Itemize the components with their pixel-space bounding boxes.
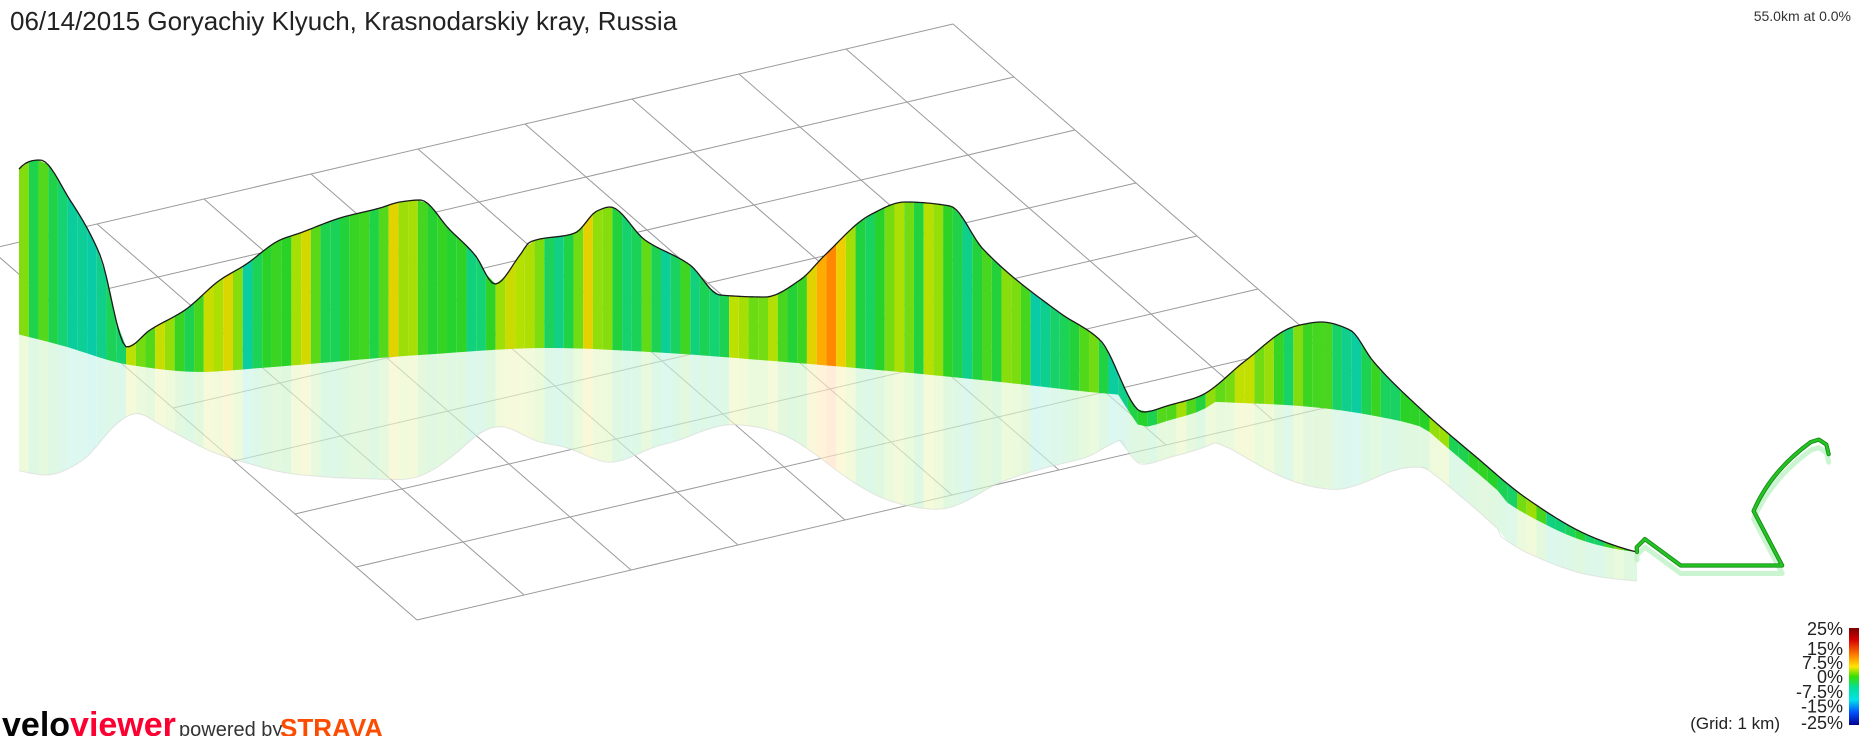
svg-text:powered by: powered by (179, 719, 282, 736)
svg-text:STRAVA: STRAVA (280, 713, 383, 736)
svg-text:veloviewer: veloviewer (2, 706, 176, 736)
